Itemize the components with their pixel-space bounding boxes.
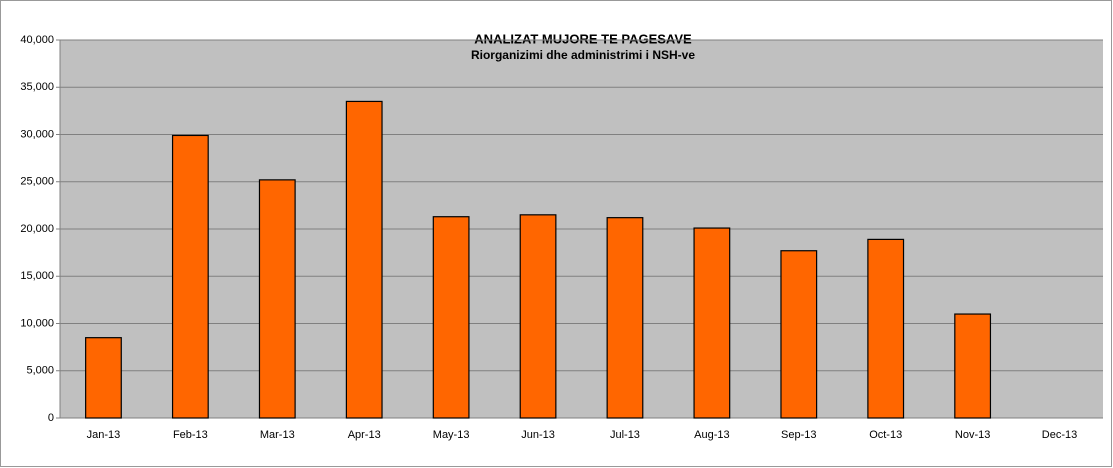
y-tick-label: 10,000 <box>20 317 54 329</box>
x-tick-label: Jul-13 <box>610 429 640 441</box>
bar <box>171 134 209 419</box>
x-tick-label: May-13 <box>433 429 470 441</box>
x-tick-label: Apr-13 <box>348 429 381 441</box>
chart-title: ANALIZAT MUJORE TE PAGESAVE <box>474 31 692 46</box>
x-tick-label: Sep-13 <box>781 429 816 441</box>
y-tick-label: 25,000 <box>20 176 54 188</box>
bar <box>345 100 383 419</box>
bar <box>258 179 296 419</box>
x-tick-label: Jan-13 <box>87 429 121 441</box>
y-tick-label: 30,000 <box>20 128 54 140</box>
y-tick-label: 15,000 <box>20 270 54 282</box>
x-tick-label: Mar-13 <box>260 429 295 441</box>
y-tick-label: 0 <box>48 412 54 424</box>
y-tick-label: 20,000 <box>20 223 54 235</box>
y-tick-label: 35,000 <box>20 81 54 93</box>
bar <box>954 313 992 419</box>
bar <box>519 214 557 419</box>
y-tick-label: 5,000 <box>26 365 54 377</box>
bar <box>780 250 818 419</box>
bar <box>606 217 644 419</box>
bar <box>432 216 470 419</box>
bar <box>693 227 731 419</box>
chart-subtitle: Riorganizimi dhe administrimi i NSH-ve <box>471 48 695 62</box>
x-tick-label: Feb-13 <box>173 429 208 441</box>
x-tick-label: Jun-13 <box>521 429 555 441</box>
bar <box>867 238 905 419</box>
x-tick-label: Aug-13 <box>694 429 729 441</box>
x-tick-label: Nov-13 <box>955 429 990 441</box>
y-tick-label: 40,000 <box>20 34 54 46</box>
x-tick-label: Oct-13 <box>869 429 902 441</box>
x-tick-label: Dec-13 <box>1042 429 1077 441</box>
bar <box>85 337 122 419</box>
